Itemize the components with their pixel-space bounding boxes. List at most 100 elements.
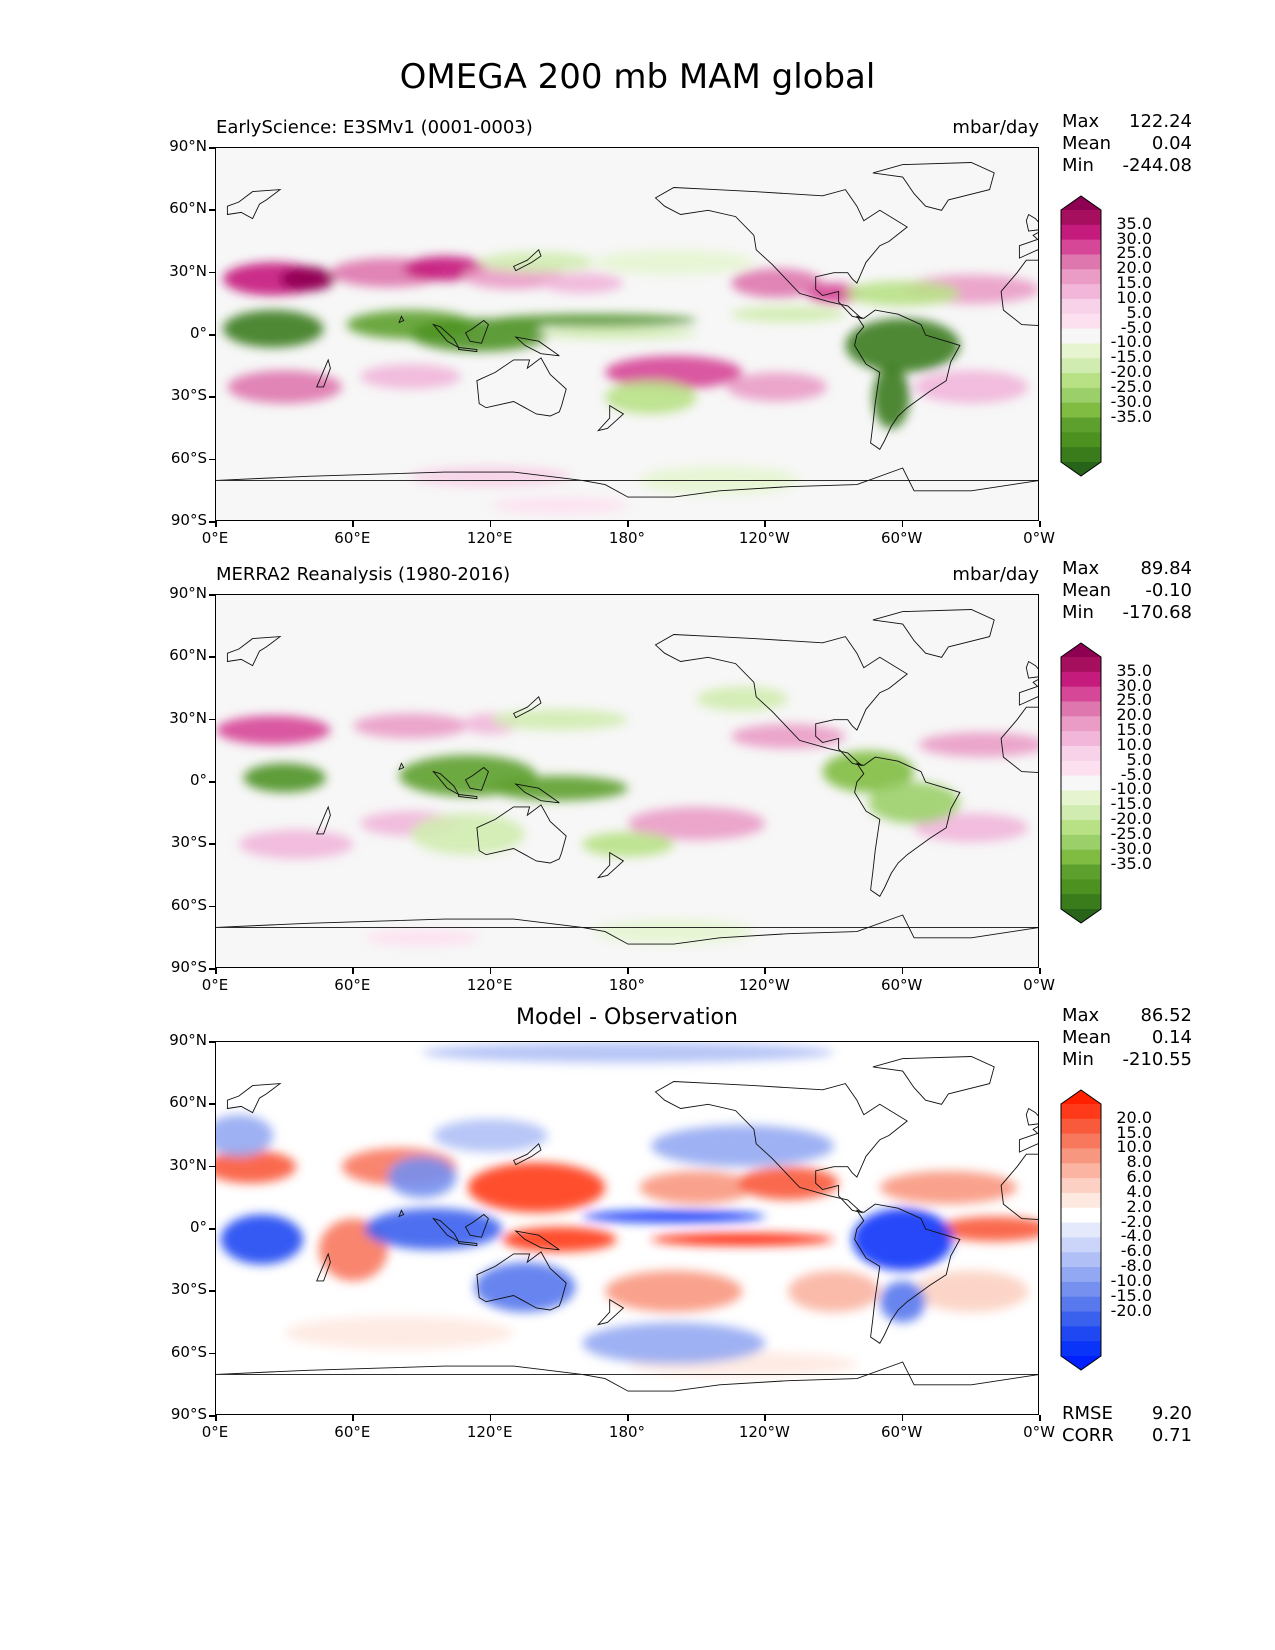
lon-tick-label: 60°E (334, 1423, 371, 1441)
lon-tick-mark (1039, 1415, 1041, 1421)
colorbar-extend-max (1061, 643, 1101, 657)
stat-value: 89.84 (1140, 558, 1192, 579)
field-contour (364, 929, 480, 947)
lat-tick-mark (209, 843, 215, 845)
coastline (854, 756, 961, 897)
colorbar-tick-label: 10.0 (1116, 1137, 1152, 1157)
colorbar-tick-label: -35.0 (1110, 853, 1152, 873)
map-canvas (216, 1042, 1038, 1414)
stat-value: -0.10 (1145, 580, 1192, 601)
coastline (464, 1213, 489, 1238)
field-contour (914, 813, 1029, 843)
lat-tick-label: 90°S (170, 1405, 207, 1423)
colorbar-extend-max (1061, 1090, 1101, 1104)
colorbar-segment (1061, 701, 1101, 717)
lat-tick-label: 60°S (170, 448, 207, 467)
lat-tick-mark (209, 1165, 215, 1168)
field-contour (220, 1214, 303, 1265)
stat-row-mean: Mean 0.04 (1062, 133, 1192, 155)
colorbar-segment (1061, 657, 1101, 673)
colorbar-tick-label: 25.0 (1116, 243, 1152, 263)
colorbar-segment (1061, 1326, 1101, 1342)
panel-units: mbar/day (952, 117, 1039, 138)
colorbar-tick-label: 35.0 (1116, 213, 1152, 233)
colorbar-segment (1061, 820, 1101, 836)
coastline (316, 805, 331, 835)
colorbar-tick-label: 15.0 (1116, 273, 1152, 293)
stat-row-mean: Mean 0.14 (1062, 1027, 1192, 1049)
stats-box: Max 122.24 Mean 0.04 Min -244.08 (1062, 111, 1192, 177)
field-contour (541, 272, 624, 294)
colorbar-extend-min (1061, 1356, 1101, 1370)
field-contour (593, 919, 754, 945)
panel-left-title: MERRA2 Reanalysis (1980-2016) (216, 564, 511, 585)
stat-row-min: Min -244.08 (1062, 155, 1192, 177)
colorbar-segment (1061, 313, 1101, 330)
stat-value: -244.08 (1122, 155, 1192, 176)
colorbar-outline (1060, 195, 1102, 477)
lon-tick-label: 0°W (1023, 1423, 1055, 1441)
colorbar-segment (1061, 358, 1101, 374)
lon-tick-mark (764, 968, 766, 974)
field-contour (731, 268, 823, 298)
coastline (854, 1203, 961, 1344)
coastline (872, 162, 995, 211)
coastline (226, 636, 282, 667)
field-contour (238, 829, 354, 859)
lon-tick-mark (215, 521, 217, 527)
field-contour (845, 280, 960, 306)
coastline (1025, 660, 1038, 679)
lat-tick-label: 60°N (169, 1093, 207, 1112)
field-contour (222, 310, 324, 348)
stat-row-max: Max 89.84 (1062, 558, 1192, 580)
field-contour (605, 380, 697, 414)
field-contour (422, 1042, 834, 1063)
field-contour (582, 831, 674, 857)
lat-tick-mark (209, 458, 215, 461)
colorbar-segment (1061, 387, 1101, 404)
panel-left-title: EarlyScience: E3SMv1 (0001-0003) (216, 117, 533, 138)
colorbar-tick-label: -30.0 (1110, 838, 1152, 858)
coastline (1025, 213, 1038, 232)
colorbar-segment (1061, 210, 1101, 226)
lat-tick-mark (209, 656, 215, 658)
coastline (1025, 1107, 1038, 1126)
lon-tick-label: 180° (608, 976, 646, 994)
colorbar-tick-label: 2.0 (1126, 1196, 1152, 1216)
coastline (512, 696, 542, 719)
lat-tick-label: 60°S (170, 1342, 207, 1361)
colorbar-segment (1061, 447, 1101, 463)
lon-tick-mark (764, 1415, 766, 1421)
colorbar-segment (1061, 1118, 1101, 1135)
lon-tick-mark (352, 1415, 354, 1421)
colorbar-segment (1061, 1281, 1101, 1298)
field-contour (490, 775, 628, 801)
colorbar-segment (1061, 849, 1101, 866)
stat-label: Min (1062, 1049, 1094, 1070)
lon-tick-label: 120°W (738, 1423, 790, 1441)
lon-tick-mark (764, 521, 766, 527)
stat-value: -170.68 (1122, 602, 1192, 623)
coastline (464, 319, 489, 344)
colorbar-segment (1061, 760, 1101, 777)
lon-tick-label: 0°E (201, 529, 229, 547)
colorbar-tick-label: 10.0 (1116, 734, 1152, 754)
coastline (476, 357, 567, 417)
field-contour (502, 1226, 617, 1252)
lat-tick-label: 90°N (169, 584, 207, 602)
colorbar-tick-label: 4.0 (1126, 1181, 1152, 1201)
lat-tick-label: 30°N (169, 1155, 207, 1174)
colorbar-tick-label: 15.0 (1116, 1122, 1152, 1142)
metric-row-corr: CORR 0.71 (1062, 1425, 1192, 1447)
lon-tick-mark (901, 968, 904, 974)
lat-tick-mark (209, 968, 215, 970)
colorbar-tick-label: 15.0 (1116, 720, 1152, 740)
colorbar-tick-label: 20.0 (1116, 705, 1152, 725)
lat-tick-label: 30°N (169, 261, 207, 280)
colorbar-segment (1061, 686, 1101, 702)
colorbar-tick-label: -10.0 (1110, 332, 1152, 352)
coastline (872, 609, 995, 658)
stat-value: 122.24 (1129, 111, 1192, 132)
coastline (432, 323, 460, 349)
colorbar-tick-label: -15.0 (1110, 347, 1152, 367)
